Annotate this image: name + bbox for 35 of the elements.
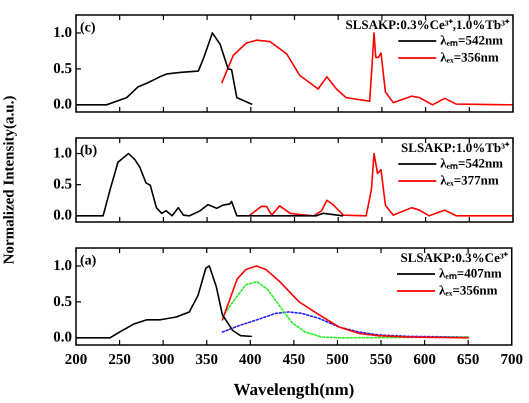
legend-label: λₑₘ=542nm	[440, 32, 504, 48]
legend-label: λₑₘ=542nm	[440, 155, 504, 170]
line-series	[222, 311, 469, 338]
x-tick-label: 450	[282, 352, 306, 368]
chart-title: SLSAKP:0.3%Ce³⁺	[400, 250, 509, 265]
y-tick-label: 1.0	[53, 258, 72, 274]
y-tick-label: 1.0	[53, 24, 72, 41]
legend-label: λₑₓ=377nm	[440, 172, 499, 188]
y-tick-label: 0.0	[53, 330, 72, 346]
x-tick-label: 700	[500, 352, 523, 368]
x-tick-label: 300	[152, 352, 174, 368]
y-tick-label: 0.5	[53, 176, 72, 193]
annotation: (c)	[80, 20, 96, 36]
y-axis-title: Normalized Intensity(a.u.)	[2, 96, 18, 264]
x-tick-label: 400	[239, 352, 262, 368]
y-tick-label: 1.0	[53, 145, 72, 162]
y-tick-label: 0.5	[53, 294, 72, 310]
y-tick-label: 0.0	[53, 208, 72, 224]
x-tick-label: 500	[326, 352, 349, 368]
y-tick-label: 0.5	[53, 60, 72, 77]
annotation: (a)	[80, 254, 97, 269]
annotation: (b)	[80, 144, 98, 159]
x-tick-label: 200	[64, 352, 88, 368]
legend-label: λₑₘ=407nm	[439, 265, 502, 280]
legend-label: λₑₓ=356nm	[440, 49, 499, 64]
y-tick-label: 0.0	[53, 96, 72, 113]
chart-title: SLSAKP:1.0%Tb³⁺	[401, 140, 510, 155]
chart-title: SLSAKP:0.3%Ce³⁺,1.0%Tb³⁺	[345, 16, 510, 32]
x-tick-label: 350	[195, 352, 218, 368]
x-tick-label: 550	[370, 352, 392, 368]
legend-label: λₑₓ=356nm	[439, 282, 498, 298]
x-tick-label: 250	[108, 352, 131, 368]
x-axis-title: Wavelength(nm)	[233, 380, 354, 400]
x-tick-label: 600	[413, 352, 436, 368]
x-tick-label: 650	[456, 352, 480, 368]
